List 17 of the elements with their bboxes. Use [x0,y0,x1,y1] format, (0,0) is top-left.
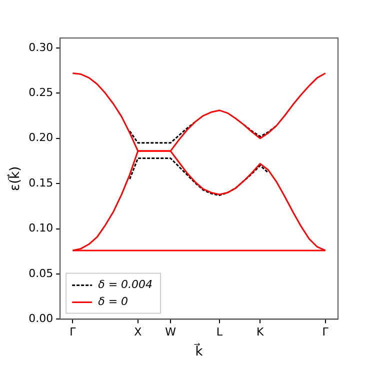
y-tick-label: 0.25 [28,86,54,100]
x-tick-label: Γ [322,326,330,339]
legend-label: δ = 0.004 [98,278,153,292]
y-tick-label: 0.05 [28,266,54,280]
x-tick-label: W [165,326,176,339]
y-tick-label: 0.20 [28,131,54,144]
x-tick-label: Γ [70,326,77,339]
y-tick-label: 0.00 [28,312,54,326]
y-tick-label: 0.15 [28,176,54,190]
x-tick-label: K [256,326,265,339]
y-tick-label: 0.10 [28,222,54,235]
x-axis-title: k⃗ [193,343,204,360]
y-axis-title: ε(k⃗) [6,166,24,191]
x-tick-label: X [134,326,142,339]
legend-label: δ = 0 [98,295,128,308]
y-tick-label: 0.30 [28,40,54,54]
x-tick-label: L [216,326,224,339]
